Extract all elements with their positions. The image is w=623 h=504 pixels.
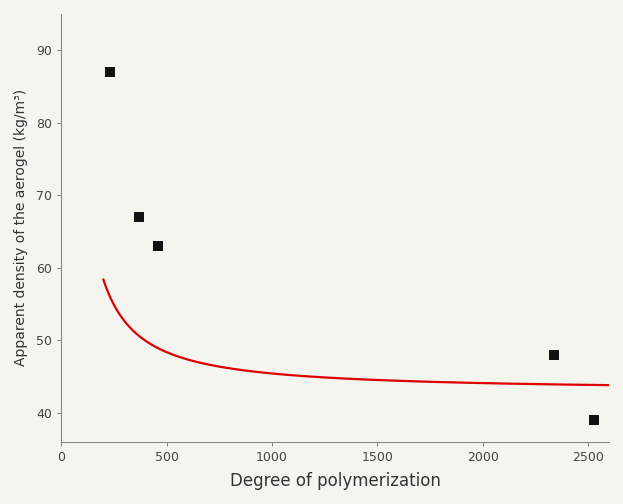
X-axis label: Degree of polymerization: Degree of polymerization: [230, 472, 440, 490]
Y-axis label: Apparent density of the aerogel (kg/m³): Apparent density of the aerogel (kg/m³): [14, 89, 28, 366]
Point: [105, 68, 115, 76]
Point: [589, 416, 599, 424]
Point: [134, 213, 144, 221]
Point: [549, 351, 559, 359]
Point: [153, 242, 163, 250]
